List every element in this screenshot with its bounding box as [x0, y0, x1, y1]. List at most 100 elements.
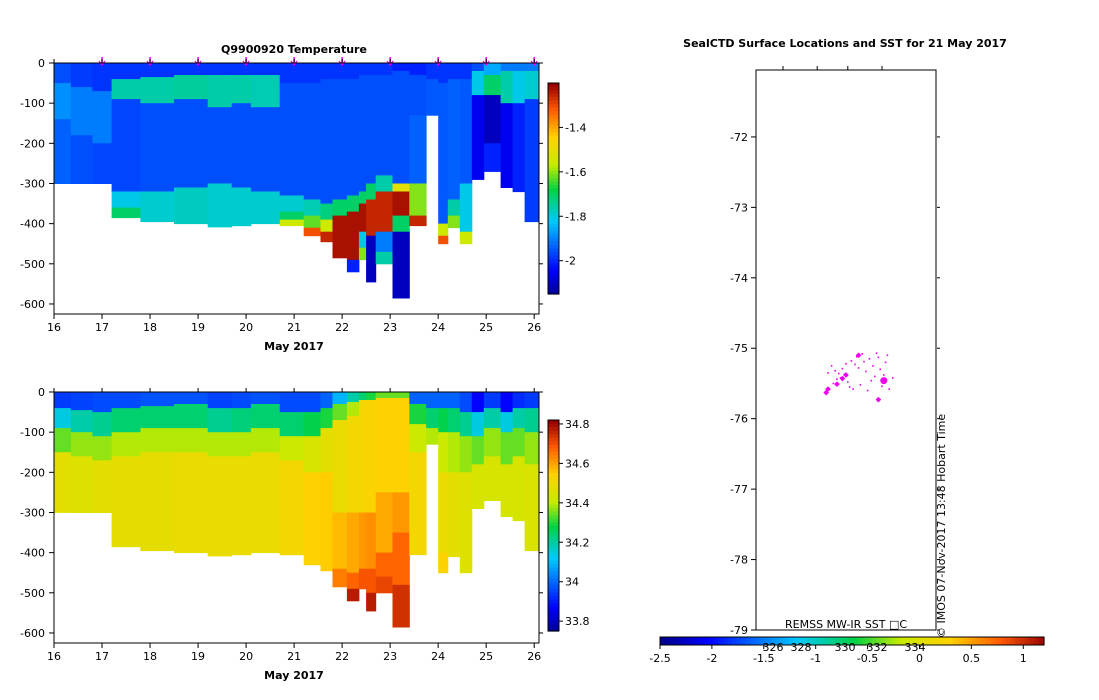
profile-23-layer-1 [471, 412, 485, 437]
profile-4-layer-1 [140, 406, 175, 429]
sst-colorbar-segment [938, 637, 944, 645]
profile-13-layer-2 [346, 195, 360, 213]
profile-1-layer-1 [70, 87, 93, 136]
profile-3-layer-3 [111, 191, 141, 209]
profile-20-layer-1 [438, 408, 449, 433]
profile-4-layer-0 [140, 63, 175, 78]
profile-0-layer-2 [54, 119, 72, 184]
profile-10-layer-1 [303, 83, 321, 201]
colorbar-segment [548, 241, 559, 246]
sst-colorbar-segment [784, 637, 791, 645]
colorbar-segment [548, 156, 559, 161]
sst-colorbar-segment [837, 637, 843, 645]
profile-13-layer-1 [346, 79, 360, 197]
profile-20-layer-3 [438, 235, 449, 245]
sst-colorbar-segment [861, 637, 867, 645]
seal-location-dot [848, 386, 851, 388]
sst-colorbar-segment [991, 637, 997, 645]
profile-0-layer-0 [54, 63, 72, 84]
profile-20-layer-0 [438, 392, 449, 409]
profile-15-layer-0 [366, 392, 377, 401]
profile-9-layer-2 [279, 195, 305, 213]
colorbar-segment [548, 146, 559, 151]
sst-colorbar-segment [727, 637, 733, 645]
profile-23-layer-2 [471, 95, 485, 180]
y-tick-label: -300 [20, 506, 45, 519]
sst-colorbar-segment [808, 637, 815, 645]
colorbar-segment [548, 188, 559, 193]
colorbar-segment [548, 486, 559, 491]
profile-14-layer-2 [358, 512, 367, 570]
profile-12-layer-0 [332, 392, 348, 405]
temperature-title: Q9900920 Temperature [221, 43, 367, 56]
profile-15-layer-2 [366, 183, 377, 201]
sst-colorbar-segment [952, 637, 959, 645]
profile-11-layer-4 [320, 231, 333, 243]
map-lat-label: -79 [730, 624, 748, 637]
profile-0-layer-1 [54, 408, 72, 429]
sst-colorbar-segment [981, 637, 987, 645]
profile-25-layer-2 [500, 432, 514, 465]
colorbar-segment [548, 455, 559, 460]
seal-location-marker [843, 372, 849, 378]
profile-2-layer-3 [92, 460, 113, 513]
colorbar-tick-label: 34.6 [565, 457, 590, 470]
colorbar-segment [548, 546, 559, 551]
seal-location-dot [856, 355, 858, 358]
profile-7-layer-1 [231, 75, 252, 104]
profile-8-layer-2 [250, 107, 281, 192]
sst-colorbar-frame [659, 636, 1045, 646]
sst-colorbar-segment [924, 637, 930, 645]
seal-location-marker [834, 381, 840, 387]
seal-location-dot [845, 362, 847, 365]
sst-colorbar-segment [943, 637, 949, 645]
profile-6-layer-1 [207, 75, 233, 108]
profile-26-layer-1 [512, 408, 526, 429]
profile-3-layer-3 [111, 456, 141, 548]
map-lat-label: -78 [730, 554, 748, 567]
profile-22-layer-2 [459, 183, 473, 233]
colorbar-segment [548, 592, 559, 597]
sst-overlap-label: 334 [905, 641, 926, 654]
profile-11-layer-2 [320, 428, 333, 473]
colorbar-segment [548, 529, 559, 534]
colorbar-segment [548, 272, 559, 278]
profile-17-layer-5 [392, 231, 410, 299]
profile-10-layer-0 [303, 63, 321, 84]
colorbar-segment [548, 111, 559, 116]
profile-3-layer-0 [111, 392, 141, 409]
profile-16-layer-0 [375, 392, 393, 399]
colorbar-segment [548, 536, 559, 541]
colorbar-segment [548, 230, 559, 235]
x-tick-label: 25 [479, 321, 493, 334]
colorbar-segment [548, 97, 559, 102]
colorbar-segment [548, 125, 559, 130]
colorbar-segment [548, 609, 559, 615]
profile-7-layer-0 [231, 392, 252, 409]
colorbar-segment [548, 606, 559, 611]
sst-colorbar-segment [871, 637, 877, 645]
sst-colorbar-segment [765, 637, 771, 645]
colorbar-segment [548, 139, 559, 144]
profile-22-layer-3 [459, 472, 473, 574]
sst-overlap-label: 330 [835, 641, 856, 654]
sst-colorbar-segment [799, 637, 805, 645]
profile-7-layer-2 [231, 432, 252, 457]
y-tick-label: -100 [20, 97, 45, 110]
profile-26-layer-0 [512, 63, 526, 72]
sst-colorbar-segment [722, 637, 728, 645]
profile-3-layer-2 [111, 99, 141, 192]
profile-0-layer-0 [54, 392, 72, 409]
profile-1-layer-2 [70, 432, 93, 457]
colorbar-segment [548, 177, 559, 183]
colorbar-segment [548, 539, 559, 544]
profile-26-layer-1 [512, 71, 526, 104]
sst-inset-unit: □C [889, 618, 907, 631]
colorbar-segment [548, 521, 559, 527]
sst-colorbar-segment [880, 637, 887, 645]
colorbar-segment [548, 458, 559, 463]
profile-16-layer-4 [375, 231, 393, 253]
x-tick-label: 24 [431, 650, 445, 663]
seal-location-dot [834, 369, 836, 372]
salinity-colorbar: 34.8 34.6 34.4 34.2 34 33.8 [547, 418, 590, 632]
